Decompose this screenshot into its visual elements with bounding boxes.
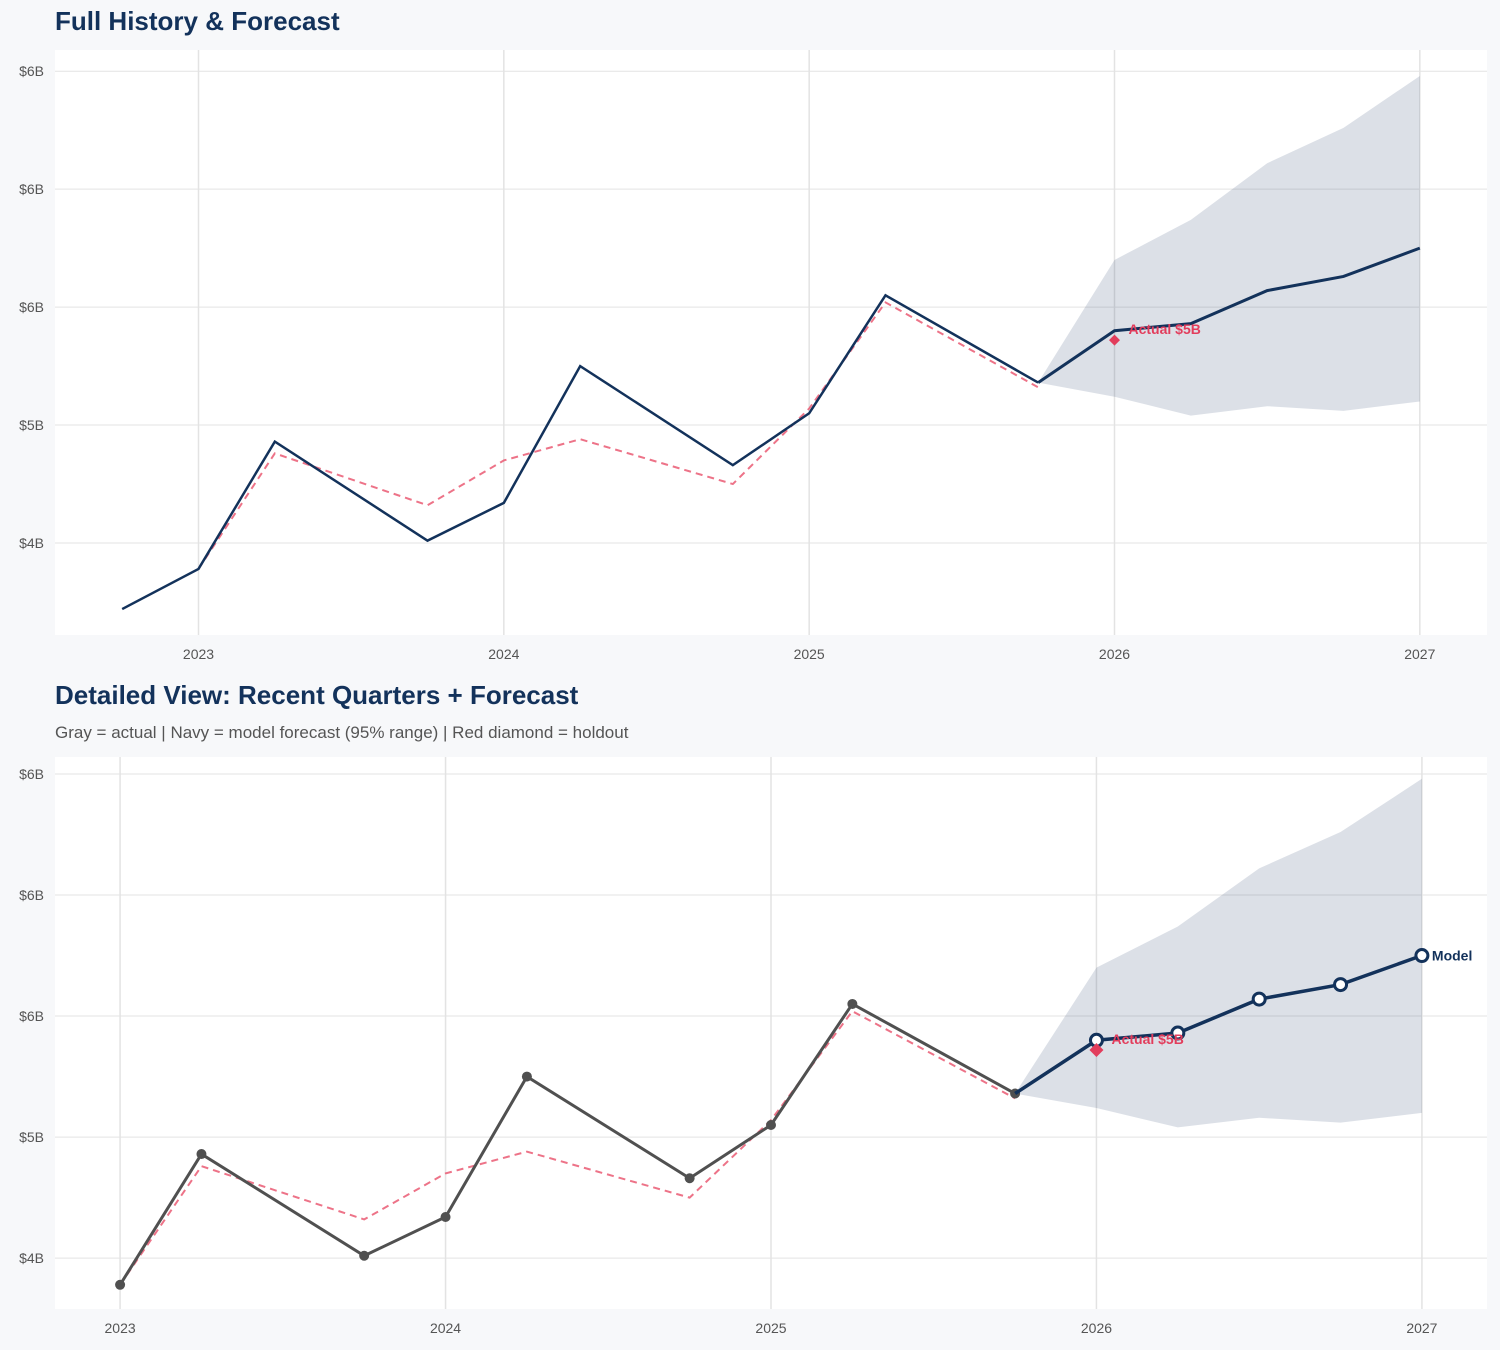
y-tick-label: $6B xyxy=(19,887,44,903)
y-tick-label: $6B xyxy=(19,181,44,197)
x-tick-label: 2027 xyxy=(1404,646,1435,662)
forecast-point xyxy=(1170,1025,1186,1041)
x-tick-label: 2023 xyxy=(105,1320,136,1336)
actual-line xyxy=(121,293,1039,611)
actual-point xyxy=(196,1149,207,1160)
y-tick-label: $4B xyxy=(19,535,44,551)
forecast-point xyxy=(1333,977,1349,993)
x-tick-label: 2026 xyxy=(1081,1320,1112,1336)
x-tick-label: 2025 xyxy=(755,1320,786,1336)
x-tick-label: 2024 xyxy=(488,646,519,662)
forecast-point xyxy=(1251,991,1267,1007)
actual-point xyxy=(359,1250,370,1261)
x-tick-label: 2026 xyxy=(1099,646,1130,662)
forecast-point xyxy=(1414,948,1430,964)
chart-2-title: Detailed View: Recent Quarters + Forecas… xyxy=(55,680,579,710)
x-tick-label: 2025 xyxy=(794,646,825,662)
fitted-line xyxy=(119,1009,1016,1286)
forecast-line xyxy=(1037,246,1421,384)
actual-point xyxy=(766,1120,776,1130)
chart-1-title: Full History & Forecast xyxy=(55,6,340,36)
chart-2-subtitle: Gray = actual | Navy = model forecast (9… xyxy=(55,723,629,742)
y-tick-label: $6B xyxy=(19,299,44,315)
holdout-label: Actual $5B xyxy=(1128,321,1200,337)
holdout-label: Actual $5B xyxy=(1111,1031,1183,1047)
actual-point xyxy=(684,1173,695,1184)
plot-area xyxy=(55,50,1487,635)
y-tick-label: $6B xyxy=(19,766,44,782)
chart-2: $4B $5B $6B $6B $6B 2023 2024 2025 2026 2027 Model… xyxy=(19,757,1487,1336)
y-tick-label: $5B xyxy=(19,417,44,433)
y-tick-label: $5B xyxy=(19,1129,44,1145)
x-tick-label: 2024 xyxy=(430,1320,461,1336)
chart-1: $4B $5B $6B $6B $6B 2023 2024 2025 2026 2027 Actua… xyxy=(19,50,1487,662)
actual-point xyxy=(440,1212,451,1222)
y-tick-label: $4B xyxy=(19,1250,44,1266)
actual-point xyxy=(521,1071,532,1082)
y-tick-label: $6B xyxy=(19,63,44,79)
y-tick-label: $6B xyxy=(19,1008,44,1024)
x-tick-label: 2023 xyxy=(183,646,214,662)
holdout-diamond xyxy=(1089,1042,1104,1057)
actual-point xyxy=(115,1279,126,1290)
forecast-line xyxy=(1014,953,1423,1095)
fitted-line xyxy=(197,301,1039,570)
forecast-95-range-band xyxy=(1038,75,1420,416)
forecast-label: Model xyxy=(1432,948,1472,964)
forecast-95-range-band xyxy=(1015,778,1422,1128)
x-tick-label: 2027 xyxy=(1406,1320,1437,1336)
actual-point xyxy=(847,998,858,1009)
holdout-diamond xyxy=(1108,334,1120,346)
